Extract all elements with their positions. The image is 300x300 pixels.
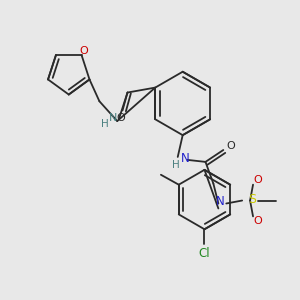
Text: O: O [254,216,262,226]
Text: H: H [172,160,180,170]
Text: N: N [109,113,118,123]
Text: O: O [79,46,88,56]
Text: O: O [254,175,262,185]
Text: O: O [116,113,125,123]
Text: N: N [181,152,190,165]
Text: O: O [227,141,236,151]
Text: Cl: Cl [199,247,210,260]
Text: N: N [216,195,225,208]
Text: H: H [101,119,109,129]
Text: S: S [248,193,256,206]
